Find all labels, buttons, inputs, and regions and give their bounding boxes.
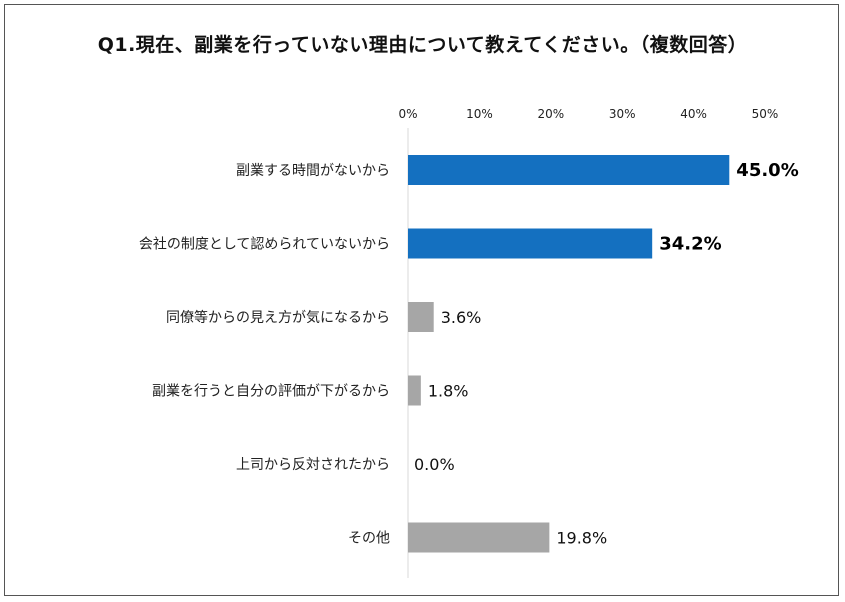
bar [408, 522, 550, 553]
category-label: 会社の制度として認められていないから [139, 237, 390, 253]
chart-title: Q1.現在、副業を行っていない理由について教えてください。（複数回答） [97, 34, 748, 56]
category-label: その他 [348, 531, 390, 547]
bar [408, 155, 730, 185]
data-label: 3.6% [441, 308, 482, 327]
category-label: 副業を行うと自分の評価が下がるから [152, 384, 390, 400]
data-label: 0.0% [414, 455, 455, 474]
category-label: 副業する時間がないから [236, 163, 390, 179]
category-label: 同僚等からの見え方が気になるから [166, 309, 390, 326]
x-tick-label: 30% [609, 107, 636, 121]
bar [408, 228, 653, 259]
bar [408, 375, 421, 406]
category-label: 上司から反対されたから [236, 457, 390, 473]
data-label: 19.8% [556, 529, 607, 548]
bar [408, 302, 434, 332]
x-tick-label: 10% [466, 107, 493, 121]
data-label: 1.8% [428, 382, 469, 401]
x-tick-label: 40% [680, 107, 707, 121]
data-label: 45.0% [736, 160, 798, 181]
x-tick-label: 20% [537, 107, 564, 121]
x-tick-label: 50% [752, 107, 779, 121]
chart-frame [4, 4, 839, 596]
data-label: 34.2% [659, 234, 721, 255]
x-tick-label: 0% [398, 107, 417, 121]
